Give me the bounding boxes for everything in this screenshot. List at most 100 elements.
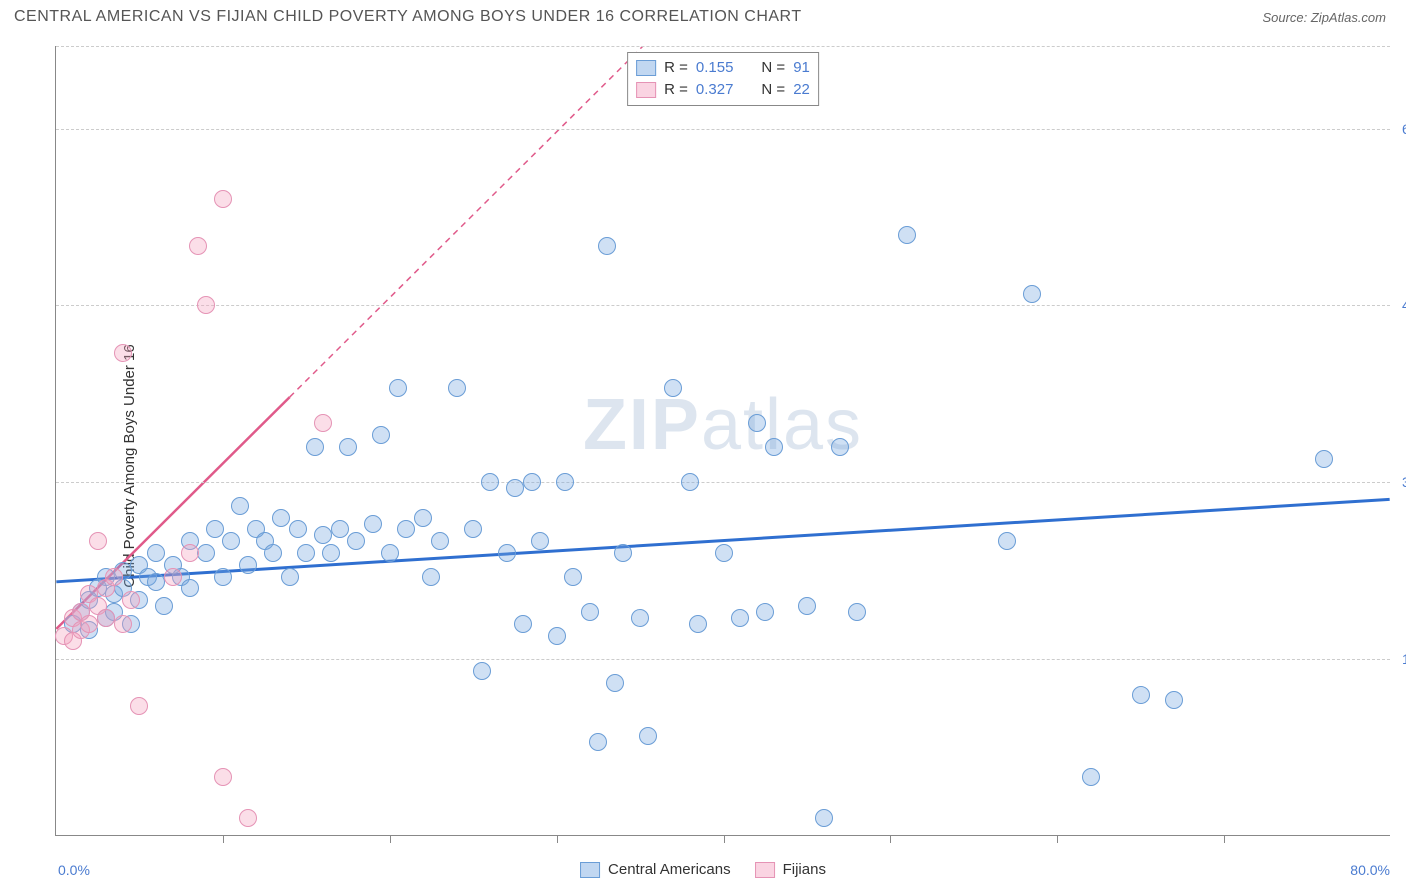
scatter-point xyxy=(848,603,866,621)
y-tick-label: 60.0% xyxy=(1394,121,1406,137)
y-tick-label: 30.0% xyxy=(1394,474,1406,490)
scatter-point xyxy=(756,603,774,621)
scatter-point xyxy=(614,544,632,562)
x-tick xyxy=(1224,835,1225,843)
gridline xyxy=(56,482,1390,483)
x-tick xyxy=(557,835,558,843)
scatter-point xyxy=(147,573,165,591)
source-label: Source: ZipAtlas.com xyxy=(1262,10,1386,25)
scatter-point xyxy=(815,809,833,827)
scatter-point xyxy=(197,544,215,562)
scatter-point xyxy=(481,473,499,491)
scatter-point xyxy=(97,609,115,627)
scatter-point xyxy=(1315,450,1333,468)
scatter-point xyxy=(272,509,290,527)
scatter-point xyxy=(381,544,399,562)
x-tick xyxy=(223,835,224,843)
scatter-point xyxy=(297,544,315,562)
scatter-point xyxy=(105,568,123,586)
series-legend: Central Americans Fijians xyxy=(580,861,826,878)
scatter-point xyxy=(1165,691,1183,709)
scatter-point xyxy=(748,414,766,432)
scatter-point xyxy=(289,520,307,538)
y-tick-label: 15.0% xyxy=(1394,651,1406,667)
gridline xyxy=(56,46,1390,47)
plot-area: ZIPatlas R = 0.155 N = 91 R = 0.327 N = … xyxy=(55,46,1390,836)
scatter-point xyxy=(606,674,624,692)
scatter-point xyxy=(556,473,574,491)
scatter-point xyxy=(181,579,199,597)
x-tick xyxy=(1057,835,1058,843)
scatter-point xyxy=(1082,768,1100,786)
scatter-point xyxy=(397,520,415,538)
scatter-point xyxy=(130,697,148,715)
scatter-point xyxy=(189,237,207,255)
x-tick xyxy=(390,835,391,843)
scatter-point xyxy=(264,544,282,562)
trendlines xyxy=(56,46,1390,835)
correlation-legend: R = 0.155 N = 91 R = 0.327 N = 22 xyxy=(627,52,819,106)
scatter-point xyxy=(322,544,340,562)
chart-container: Child Poverty Among Boys Under 16 ZIPatl… xyxy=(0,40,1406,892)
scatter-point xyxy=(448,379,466,397)
scatter-point xyxy=(689,615,707,633)
legend-item-central: Central Americans xyxy=(580,861,731,878)
scatter-point xyxy=(314,414,332,432)
legend-item-fijian: Fijians xyxy=(755,861,826,878)
scatter-point xyxy=(1132,686,1150,704)
gridline xyxy=(56,659,1390,660)
scatter-point xyxy=(372,426,390,444)
scatter-point xyxy=(89,532,107,550)
scatter-point xyxy=(206,520,224,538)
scatter-point xyxy=(998,532,1016,550)
scatter-point xyxy=(831,438,849,456)
x-tick xyxy=(724,835,725,843)
header: CENTRAL AMERICAN VS FIJIAN CHILD POVERTY… xyxy=(0,0,1406,34)
scatter-point xyxy=(147,544,165,562)
scatter-point xyxy=(431,532,449,550)
legend-row-fijian: R = 0.327 N = 22 xyxy=(636,79,810,101)
scatter-point xyxy=(498,544,516,562)
scatter-point xyxy=(514,615,532,633)
scatter-point xyxy=(639,727,657,745)
scatter-point xyxy=(389,379,407,397)
scatter-point xyxy=(214,568,232,586)
swatch-pink-icon xyxy=(636,82,656,98)
legend-row-central: R = 0.155 N = 91 xyxy=(636,57,810,79)
scatter-point xyxy=(531,532,549,550)
scatter-point xyxy=(548,627,566,645)
scatter-point xyxy=(364,515,382,533)
scatter-point xyxy=(306,438,324,456)
scatter-point xyxy=(80,615,98,633)
scatter-point xyxy=(114,615,132,633)
scatter-point xyxy=(222,532,240,550)
chart-title: CENTRAL AMERICAN VS FIJIAN CHILD POVERTY… xyxy=(14,8,802,26)
scatter-point xyxy=(506,479,524,497)
scatter-point xyxy=(664,379,682,397)
scatter-point xyxy=(331,520,349,538)
scatter-point xyxy=(589,733,607,751)
scatter-point xyxy=(239,556,257,574)
scatter-point xyxy=(122,591,140,609)
scatter-point xyxy=(598,237,616,255)
x-tick xyxy=(890,835,891,843)
y-tick-label: 45.0% xyxy=(1394,297,1406,313)
swatch-blue-icon xyxy=(580,862,600,878)
scatter-point xyxy=(765,438,783,456)
watermark: ZIPatlas xyxy=(583,384,863,466)
scatter-point xyxy=(464,520,482,538)
scatter-point xyxy=(731,609,749,627)
scatter-point xyxy=(1023,285,1041,303)
scatter-point xyxy=(155,597,173,615)
scatter-point xyxy=(197,296,215,314)
scatter-point xyxy=(347,532,365,550)
scatter-point xyxy=(214,190,232,208)
scatter-point xyxy=(314,526,332,544)
scatter-point xyxy=(523,473,541,491)
scatter-point xyxy=(414,509,432,527)
scatter-point xyxy=(681,473,699,491)
scatter-point xyxy=(164,568,182,586)
gridline xyxy=(56,305,1390,306)
scatter-point xyxy=(339,438,357,456)
scatter-point xyxy=(231,497,249,515)
